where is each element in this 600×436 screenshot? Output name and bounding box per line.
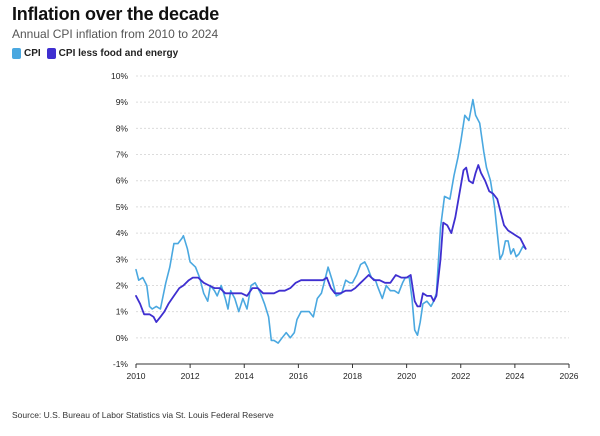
legend-swatch-core-cpi: [46, 48, 56, 59]
x-tick-label: 2026: [560, 371, 579, 381]
x-tick-label: 2016: [289, 371, 308, 381]
y-tick-label: 7%: [116, 150, 129, 160]
legend: CPI CPI less food and energy: [12, 48, 184, 59]
y-tick-label: -1%: [113, 359, 129, 369]
x-tick-label: 2010: [127, 371, 146, 381]
y-tick-label: 8%: [116, 123, 129, 133]
legend-item-core-cpi[interactable]: CPI less food and energy: [46, 48, 179, 59]
x-tick-label: 2012: [181, 371, 200, 381]
y-tick-label: 9%: [116, 97, 129, 107]
y-tick-label: 10%: [111, 71, 128, 81]
y-tick-label: 6%: [116, 176, 129, 186]
y-tick-label: 5%: [116, 202, 129, 212]
legend-swatch-cpi: [12, 48, 21, 59]
x-tick-label: 2022: [451, 371, 470, 381]
y-tick-label: 2%: [116, 280, 129, 290]
x-tick-label: 2024: [505, 371, 524, 381]
y-tick-label: 3%: [116, 254, 129, 264]
source-note: Source: U.S. Bureau of Labor Statistics …: [12, 410, 274, 420]
x-tick-label: 2020: [397, 371, 416, 381]
chart-title: Inflation over the decade: [12, 4, 220, 24]
y-tick-label: 4%: [116, 228, 129, 238]
x-tick-label: 2014: [235, 371, 254, 381]
x-tick-label: 2018: [343, 371, 362, 381]
legend-label-cpi: CPI: [24, 48, 41, 59]
legend-item-cpi[interactable]: CPI: [12, 48, 41, 59]
y-tick-label: 0%: [116, 333, 129, 343]
series-line-core-cpi[interactable]: [135, 164, 527, 323]
series-line-cpi[interactable]: [135, 98, 527, 344]
chart-subtitle: Annual CPI inflation from 2010 to 2024: [12, 27, 219, 41]
legend-label-core-cpi: CPI less food and energy: [58, 48, 179, 59]
y-tick-label: 1%: [116, 307, 129, 317]
